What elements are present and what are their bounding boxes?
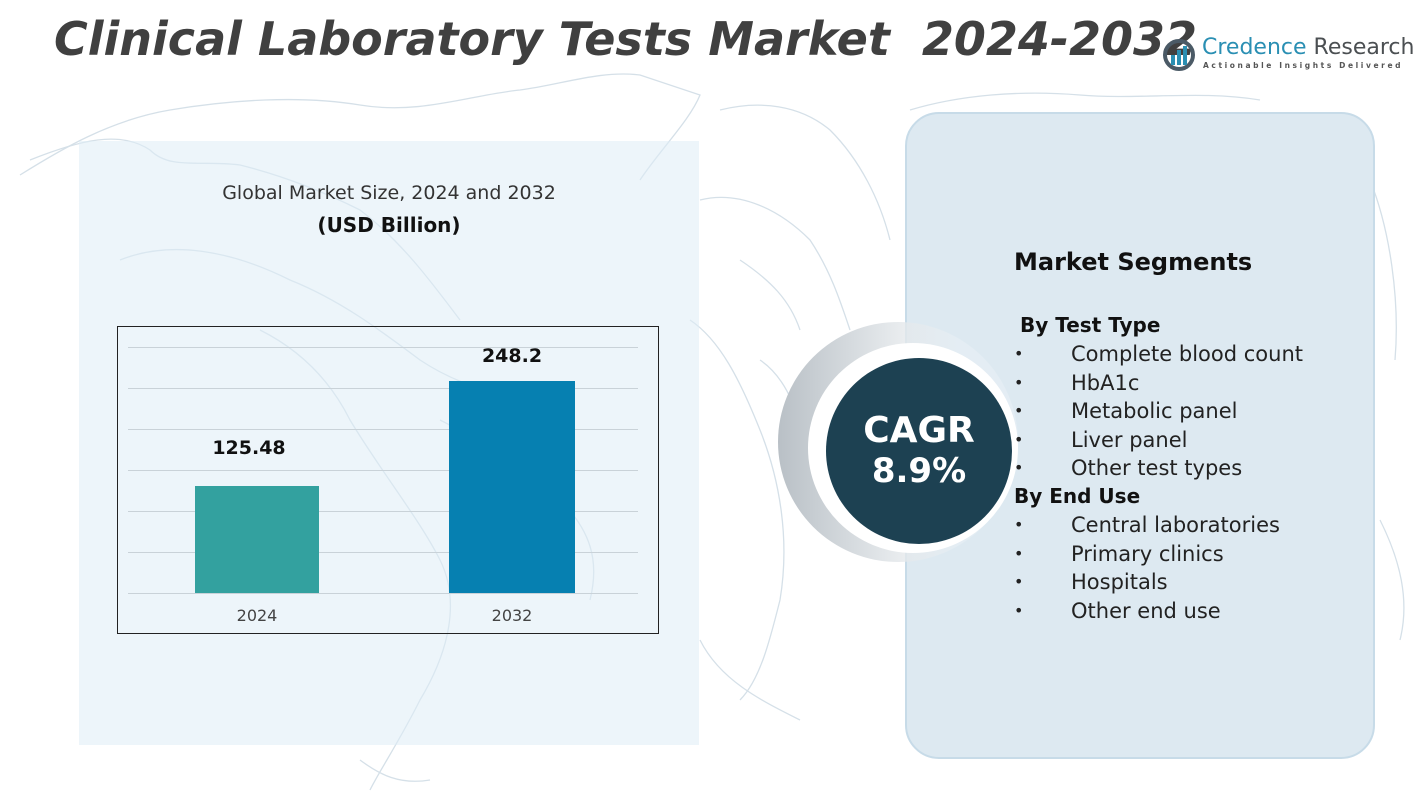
logo-tagline: Actionable Insights Delivered (1203, 61, 1404, 70)
segment-group-end-use: By End Use (1014, 484, 1141, 508)
cagr-label: CAGR (863, 410, 975, 451)
segment-group-test-type: By Test Type (1020, 313, 1161, 337)
x-axis-label-2024: 2024 (236, 606, 278, 625)
gridline (128, 347, 638, 348)
bar-value-label-2024: 125.48 (212, 437, 286, 459)
credence-research-logo: Credence Research Actionable Insights De… (1160, 34, 1414, 76)
bar-value-label-2032: 248.2 (481, 345, 543, 367)
bar-chart-in-circle-icon (1163, 39, 1195, 71)
segments-title: Market Segments (1014, 248, 1253, 276)
chart-subtitle: (USD Billion) (317, 213, 461, 237)
gridline (128, 429, 638, 430)
gridline (128, 552, 638, 553)
market-size-panel (79, 141, 699, 745)
x-axis-label-2032: 2032 (491, 606, 533, 625)
chart-title: Global Market Size, 2024 and 2032 (222, 182, 556, 204)
logo-name: Credence Research (1202, 35, 1415, 60)
gridline (128, 388, 638, 389)
cagr-badge: CAGR 8.9% (826, 358, 1012, 544)
gridline (128, 511, 638, 512)
cagr-value: 8.9% (871, 451, 967, 491)
gridline (128, 593, 638, 594)
bar-chart: 125.48 2024 248.2 2032 (117, 326, 659, 634)
gridline (128, 470, 638, 471)
page-title: Clinical Laboratory Tests Market 2024-20… (54, 12, 1198, 66)
bar-2032 (449, 381, 575, 593)
bar-2024 (195, 486, 319, 593)
